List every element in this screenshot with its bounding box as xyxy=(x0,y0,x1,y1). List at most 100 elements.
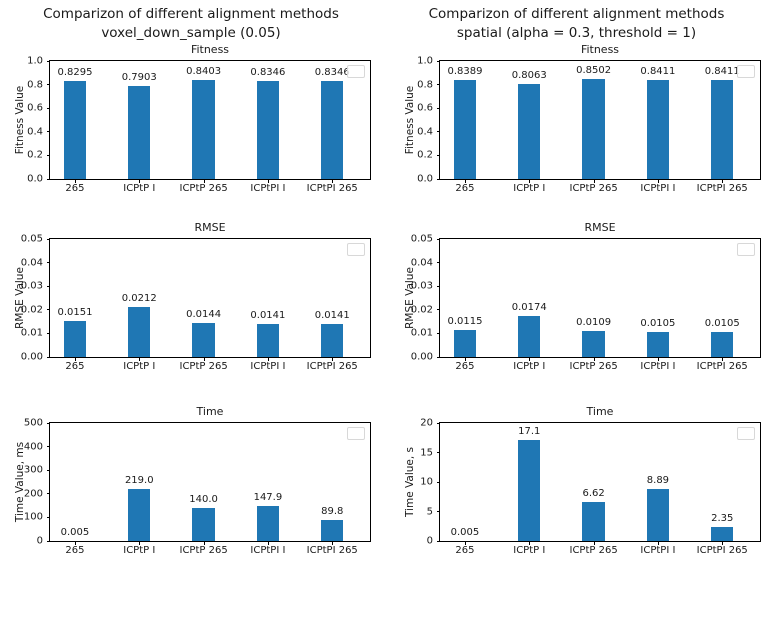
bar-value-label: 0.8346 xyxy=(250,66,286,78)
y-tick-label: 0.4 xyxy=(27,126,43,138)
y-tick-mark xyxy=(46,332,50,334)
y-tick-label: 10 xyxy=(420,476,433,488)
y-tick-mark xyxy=(436,422,440,424)
legend-box xyxy=(737,427,755,440)
y-tick-mark xyxy=(436,356,440,358)
y-tick-label: 0.00 xyxy=(410,351,433,363)
y-tick-mark xyxy=(46,285,50,287)
x-tick-mark xyxy=(464,357,466,361)
y-tick-mark xyxy=(436,154,440,156)
y-tick-mark xyxy=(46,493,50,495)
bar-value-label: 0.0105 xyxy=(640,318,676,330)
bar-icptpi-265 xyxy=(711,527,734,541)
bar-value-label: 0.8403 xyxy=(186,65,222,77)
y-tick-mark xyxy=(46,309,50,311)
subplot-time-right: Time Time Value, s 0 5 10 15 20 265 0.005 ICPtP… xyxy=(404,405,761,556)
x-tick-label: ICPtPI 265 xyxy=(696,361,748,372)
y-tick-label: 0.05 xyxy=(20,233,43,245)
y-tick-label: 400 xyxy=(23,441,43,453)
column-header-right-line1: Comparizon of different alignment method… xyxy=(428,6,725,22)
y-tick-mark xyxy=(46,60,50,62)
x-tick-label: 265 xyxy=(455,361,475,372)
x-tick-label: ICPtPI I xyxy=(640,545,676,556)
subplot-fitness-right: Fitness Fitness Value 0.0 0.2 0.4 0.6 0.8 1.0… xyxy=(404,43,761,194)
y-tick-mark xyxy=(46,540,50,542)
y-tick-label: 0.2 xyxy=(417,149,433,161)
y-tick-label: 0.02 xyxy=(410,304,433,316)
legend-box xyxy=(347,427,365,440)
y-tick-label: 0.00 xyxy=(20,351,43,363)
y-tick-label: 100 xyxy=(23,511,43,523)
y-tick-mark xyxy=(436,285,440,287)
x-tick-label: ICPtP I xyxy=(513,545,546,556)
y-tick-mark xyxy=(46,422,50,424)
y-tick-mark xyxy=(436,84,440,86)
x-tick-label: ICPtPI I xyxy=(250,183,286,194)
y-tick-mark xyxy=(436,60,440,62)
y-tick-mark xyxy=(436,262,440,264)
bar-value-label: 0.0144 xyxy=(186,309,222,321)
column-header-right-line2: spatial (alpha = 0.3, threshold = 1) xyxy=(456,25,697,41)
bar-value-label: 89.8 xyxy=(321,505,344,517)
bar-value-label: 0.005 xyxy=(60,527,90,538)
legend-box xyxy=(737,243,755,256)
bar-265 xyxy=(63,321,87,357)
y-axis-label: Fitness Value xyxy=(14,85,26,155)
bar-icptp-i xyxy=(518,83,541,179)
x-tick-label: ICPtPI 265 xyxy=(696,545,748,556)
x-tick-mark xyxy=(139,541,141,545)
y-tick-mark xyxy=(46,84,50,86)
axes-title: Fitness xyxy=(580,43,620,56)
y-axis-label: RMSE Value xyxy=(404,267,416,329)
bar-icptp-265 xyxy=(192,323,215,357)
x-tick-label: 265 xyxy=(65,545,85,556)
y-tick-label: 0.01 xyxy=(410,327,433,339)
bar-icptp-i xyxy=(518,315,541,357)
legend-box xyxy=(347,243,365,256)
x-tick-label: ICPtP 265 xyxy=(569,545,618,556)
x-tick-mark xyxy=(464,541,466,545)
x-tick-label: ICPtP I xyxy=(123,361,156,372)
x-tick-mark xyxy=(657,541,659,545)
x-tick-label: 265 xyxy=(455,183,475,194)
y-tick-mark xyxy=(46,356,50,358)
x-tick-label: ICPtP 265 xyxy=(179,361,228,372)
bar-265 xyxy=(63,81,87,179)
y-tick-mark xyxy=(46,238,50,240)
bar-icptpi-265 xyxy=(321,519,344,541)
plot-area: 0 5 10 15 20 265 0.005 ICPtP I 17.1 ICPtP 265 6.62… xyxy=(420,418,761,556)
bar-value-label: 0.8411 xyxy=(704,65,740,77)
y-tick-label: 0.01 xyxy=(20,327,43,339)
x-tick-label: ICPtPI 265 xyxy=(306,361,358,372)
y-tick-mark xyxy=(436,481,440,483)
y-tick-label: 500 xyxy=(23,417,43,429)
x-tick-mark xyxy=(593,179,595,183)
bar-value-label: 0.0115 xyxy=(447,315,483,327)
x-tick-mark xyxy=(593,541,595,545)
y-tick-label: 0.6 xyxy=(417,102,433,114)
x-tick-mark xyxy=(267,179,269,183)
bar-value-label: 2.35 xyxy=(711,513,734,525)
plot-area: 0.0 0.2 0.4 0.6 0.8 1.0 265 0.8295 ICPtP I 0.7903… xyxy=(27,56,371,194)
x-tick-mark xyxy=(332,179,334,183)
column-header-left-line2: voxel_down_sample (0.05) xyxy=(101,25,281,41)
y-tick-mark xyxy=(436,107,440,109)
x-tick-label: 265 xyxy=(455,545,475,556)
x-tick-label: ICPtPI 265 xyxy=(306,183,358,194)
x-tick-label: ICPtPI I xyxy=(640,361,676,372)
bar-value-label: 0.8063 xyxy=(511,69,547,81)
x-tick-mark xyxy=(657,179,659,183)
bar-icptpi-265 xyxy=(321,80,344,179)
bar-value-label: 0.8346 xyxy=(314,66,350,78)
y-tick-mark xyxy=(436,511,440,512)
bar-icptp-i xyxy=(128,85,151,179)
bar-value-label: 219.0 xyxy=(124,475,154,487)
bar-value-label: 140.0 xyxy=(189,493,218,505)
y-tick-label: 20 xyxy=(420,417,433,429)
y-tick-label: 0.05 xyxy=(410,233,433,245)
y-tick-mark xyxy=(46,262,50,264)
bar-icptpi-i xyxy=(256,506,280,541)
x-tick-label: 265 xyxy=(65,361,85,372)
bar-icptpi-265 xyxy=(321,323,344,357)
y-tick-mark xyxy=(436,238,440,240)
